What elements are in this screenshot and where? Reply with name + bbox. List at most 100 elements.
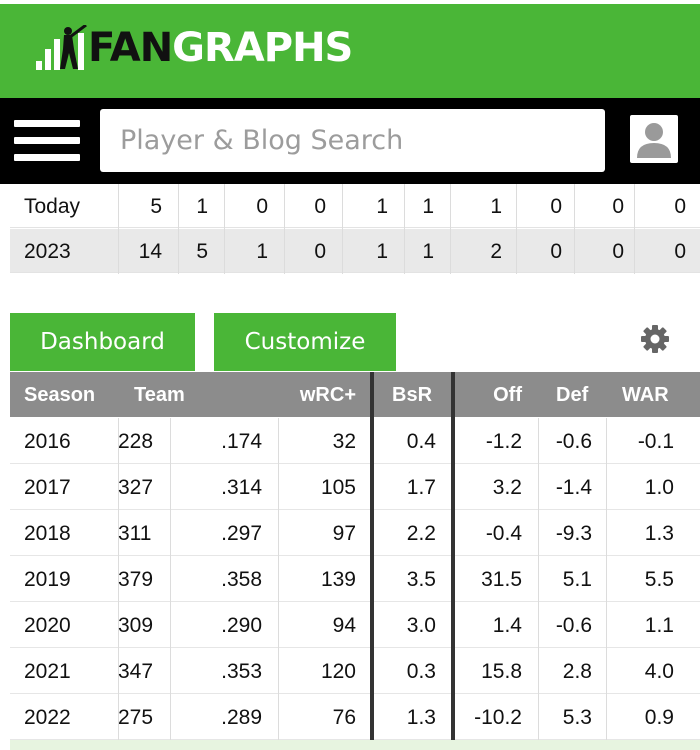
cell-partial: 327 (118, 476, 154, 499)
column-group-divider (370, 372, 374, 750)
summary-cell: 0 (256, 195, 268, 218)
site-header (0, 0, 700, 98)
table-row (10, 648, 700, 694)
cell-partial: 228 (118, 430, 154, 453)
cell-rate: .358 (221, 568, 262, 591)
summary-cell: 2 (490, 240, 502, 263)
cell-off: 15.8 (481, 660, 522, 683)
cell-war: 1.1 (644, 614, 674, 637)
cell-season: 2019 (24, 568, 71, 591)
table-row (10, 556, 700, 602)
cell-def: -0.6 (555, 430, 592, 453)
summary-cell: 0 (550, 240, 562, 263)
cell-partial: 311 (118, 522, 152, 545)
summary-label: 2023 (24, 240, 71, 263)
column-header-off[interactable]: Off (493, 384, 522, 406)
logo-text-graphs: GRAPHS (172, 25, 353, 71)
cell-partial: 347 (118, 660, 154, 683)
cell-bsr: 3.5 (406, 568, 436, 591)
cell-wrc: 139 (320, 568, 356, 591)
summary-cell: 0 (314, 195, 326, 218)
table-row (10, 510, 700, 556)
summary-row-season (10, 229, 700, 273)
table-row (10, 464, 700, 510)
cell-rate: .174 (221, 430, 262, 453)
column-header-wrc[interactable]: wRC+ (299, 384, 356, 406)
search-input[interactable] (100, 109, 605, 172)
cell-war: 5.5 (644, 568, 674, 591)
cell-off: 31.5 (481, 568, 522, 591)
table-row (10, 418, 700, 464)
summary-cell: 0 (550, 195, 562, 218)
hamburger-menu-icon[interactable] (14, 120, 80, 162)
cell-bsr: 3.0 (406, 614, 436, 637)
column-header-bsr[interactable]: BsR (392, 384, 433, 406)
cell-bsr: 0.4 (406, 430, 436, 453)
summary-cell: 0 (674, 240, 686, 263)
cell-rate: .290 (221, 614, 262, 637)
cell-rate: .289 (221, 706, 262, 729)
summary-cell: 1 (376, 240, 388, 263)
cell-season: 2020 (24, 614, 71, 637)
column-header-team[interactable]: Team (134, 384, 185, 406)
cell-season: 2021 (24, 660, 71, 683)
summary-cell: 0 (612, 240, 624, 263)
summary-cell: 5 (150, 195, 162, 218)
table-row (10, 602, 700, 648)
summary-cell: 0 (612, 195, 624, 218)
column-header-war[interactable]: WAR (622, 384, 669, 406)
cell-wrc: 97 (332, 522, 356, 545)
cell-season: 2018 (24, 522, 71, 545)
summary-cell: 5 (196, 240, 208, 263)
gear-icon[interactable] (640, 324, 670, 354)
cell-def: -9.3 (555, 522, 592, 545)
cell-season: 2017 (24, 476, 71, 499)
cell-rate: .297 (221, 522, 262, 545)
cell-off: -1.2 (485, 430, 522, 453)
summary-cell: 0 (314, 240, 326, 263)
cell-bsr: 1.3 (406, 706, 436, 729)
summary-label: Today (24, 195, 81, 218)
cell-wrc: 76 (332, 706, 356, 729)
cell-war: 0.9 (644, 706, 674, 729)
column-group-divider (451, 372, 455, 750)
summary-cell: 14 (138, 240, 162, 263)
summary-cell: 1 (376, 195, 388, 218)
cell-rate: .353 (221, 660, 262, 683)
summary-row-today (10, 184, 700, 228)
summary-cell: 1 (422, 195, 434, 218)
cell-war: 1.3 (644, 522, 674, 545)
table-row-partial (10, 740, 700, 750)
cell-off: 1.4 (492, 614, 522, 637)
cell-def: 5.3 (562, 706, 592, 729)
cell-bsr: 2.2 (406, 522, 436, 545)
summary-cell: 1 (196, 195, 208, 218)
cell-war: -0.1 (637, 430, 674, 453)
cell-wrc: 105 (320, 476, 356, 499)
user-avatar-icon[interactable] (630, 115, 678, 163)
cell-war: 4.0 (644, 660, 674, 683)
cell-partial: 309 (118, 614, 154, 637)
cell-season: 2016 (24, 430, 71, 453)
cell-wrc: 32 (332, 430, 356, 453)
cell-def: 2.8 (562, 660, 592, 683)
column-header-def[interactable]: Def (556, 384, 589, 406)
column-header-season[interactable]: Season (24, 384, 96, 406)
cell-rate: .314 (221, 476, 262, 499)
logo-text-fan: FAN (88, 25, 173, 71)
logo-batter-icon (36, 25, 87, 70)
dashboard-button[interactable]: Dashboard (10, 313, 195, 371)
cell-partial: 275 (118, 706, 154, 729)
cell-def: -1.4 (555, 476, 592, 499)
cell-war: 1.0 (644, 476, 674, 499)
customize-button[interactable]: Customize (214, 313, 396, 371)
cell-off: 3.2 (492, 476, 522, 499)
summary-cell: 1 (490, 195, 502, 218)
cell-def: -0.6 (555, 614, 592, 637)
table-row (10, 694, 700, 740)
summary-cell: 0 (674, 195, 686, 218)
cell-wrc: 120 (320, 660, 356, 683)
fangraphs-logo[interactable]: FANGRAPHS (34, 24, 353, 72)
stats-table-header (10, 372, 700, 417)
cell-bsr: 1.7 (406, 476, 436, 499)
